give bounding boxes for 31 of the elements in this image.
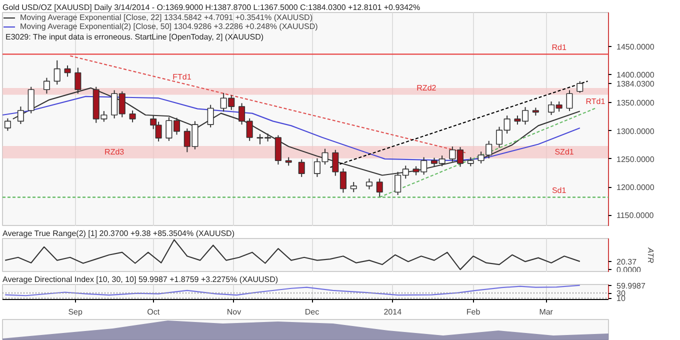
y-tick-label: 1350.0000	[616, 98, 655, 108]
x-tick-label: 2014	[384, 308, 402, 316]
y-tick-label: 1400.0000	[616, 70, 655, 80]
x-tick-label: Mar	[539, 308, 554, 316]
annotation: E3029: The input data is erroneous. StartLine [OpenToday, 2] (XAUUSD)	[6, 32, 264, 42]
annotation: Rd1	[552, 43, 567, 52]
y-tick-label: 1200.0000	[616, 183, 655, 192]
y-tick-label: 59.9987	[616, 281, 646, 290]
legend-label: Moving Average Exponential [Close, 22] 1334.5842 +4.7091 +0.3541% (XAUUSD)	[20, 13, 312, 22]
y-tick-label: 1450.0000	[616, 42, 655, 52]
y-tick-label: 20.37	[616, 257, 638, 266]
annotation: RZd2	[416, 84, 437, 93]
chart-title: Average Directional Index [10, 30, 10] 59.9987 +1.8759 +3.2275% (XAUUSD)	[2, 275, 278, 284]
annotation: FTd1	[172, 72, 192, 82]
y-tick-label: 1300.0000	[616, 126, 655, 136]
chart-title: Average True Range(2) [1] 20.3700 +9.38 +85.3504% (XAUUSD)	[2, 229, 235, 238]
x-tick-label: Oct	[147, 308, 160, 316]
y-tick-label: 1384.0300	[616, 79, 655, 88]
x-tick-label: Sep	[68, 308, 83, 316]
annotation: RTd1	[586, 97, 606, 106]
legend-label: Moving Average Exponential(2) [Close, 50] 1304.9286 +3.2286 +0.248% (XAUUSD)	[20, 22, 318, 31]
annotation: SZd1	[554, 147, 574, 156]
annotation: RZd3	[104, 147, 125, 156]
y-tick-label: 1150.0000	[616, 211, 654, 220]
x-tick-label: Nov	[226, 308, 242, 316]
y-tick-label: 1250.0000	[616, 154, 655, 164]
x-tick-label: Dec	[304, 308, 320, 316]
x-tick-label: Feb	[466, 308, 481, 316]
chart-title: Gold USD/OZ [XAUUSD] Daily 3/14/2014 - O:1369.9000 H:1387.8700 L:1367.5000 C:1384.0300 +12.8101 +0.9342%	[2, 3, 420, 12]
annotation: Sd1	[552, 186, 567, 196]
y-axis-title: ATR	[646, 246, 655, 264]
